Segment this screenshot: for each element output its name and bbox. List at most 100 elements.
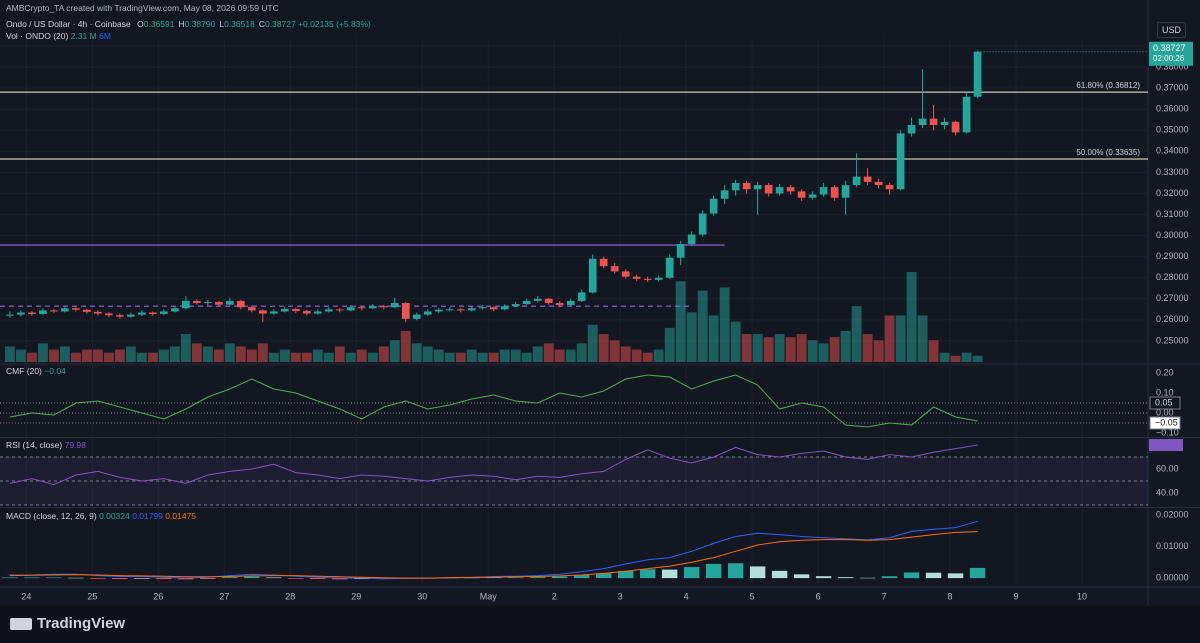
volume-bar bbox=[653, 349, 664, 362]
candle-body bbox=[533, 298, 542, 301]
x-tick-label: 2 bbox=[552, 591, 557, 601]
candle-body bbox=[39, 310, 47, 314]
x-tick-label: 10 bbox=[1077, 591, 1087, 601]
macd-hist bbox=[727, 563, 744, 579]
volume-bar bbox=[367, 352, 378, 362]
volume-bar bbox=[642, 352, 653, 362]
cmf-line bbox=[9, 374, 978, 428]
macd-hist bbox=[112, 578, 128, 580]
candle-body bbox=[192, 300, 201, 304]
candle-body bbox=[786, 187, 795, 192]
macd-hist bbox=[859, 577, 876, 579]
candle-body bbox=[456, 309, 465, 311]
y-tick-label: 0.26000 bbox=[1156, 314, 1189, 324]
ohlc-part: O bbox=[137, 19, 144, 29]
candle-body bbox=[390, 303, 399, 308]
macd-hist bbox=[793, 574, 810, 579]
legend-main: Ondo / US Dollar · 4h · Coinbase O0.3659… bbox=[6, 19, 371, 29]
volume-bar bbox=[147, 352, 158, 362]
macd-hist bbox=[310, 578, 326, 580]
volume-bar bbox=[576, 343, 587, 362]
macd-hist bbox=[881, 576, 898, 579]
volume-bar bbox=[136, 352, 147, 362]
volume-bar bbox=[103, 352, 114, 362]
volume-bar bbox=[312, 349, 323, 362]
macd-hist bbox=[925, 572, 942, 579]
candle-body bbox=[610, 266, 619, 272]
volume-bar bbox=[807, 340, 818, 362]
macd-hist bbox=[947, 573, 964, 579]
candle-body bbox=[72, 308, 80, 310]
macd-hist bbox=[552, 576, 568, 579]
candle-body bbox=[247, 307, 256, 311]
y-tick-label: 60.00 bbox=[1156, 463, 1179, 473]
volume-bar bbox=[884, 315, 895, 362]
candle-body bbox=[6, 314, 14, 316]
macd-title: MACD (close, 12, 26, 9) bbox=[6, 511, 97, 521]
macd-hist bbox=[200, 578, 216, 579]
candle-body bbox=[105, 313, 113, 316]
rsi-line bbox=[9, 444, 978, 486]
candle-body bbox=[423, 311, 432, 315]
candle-body bbox=[280, 308, 289, 312]
vol-title: Vol · ONDO (20) bbox=[6, 31, 69, 41]
volume-bar bbox=[499, 349, 510, 362]
candle-body bbox=[500, 306, 509, 310]
volume-bar bbox=[15, 349, 26, 362]
candle-body bbox=[841, 185, 850, 198]
macd-hist bbox=[156, 578, 172, 580]
volume-bar bbox=[972, 355, 983, 362]
logo: TradingView bbox=[10, 615, 125, 632]
volume-bar bbox=[796, 334, 807, 362]
candle-body bbox=[181, 300, 190, 309]
volume-bar bbox=[268, 352, 279, 362]
candle-body bbox=[962, 96, 971, 133]
volume-bar bbox=[191, 343, 202, 362]
volume-bar bbox=[180, 334, 191, 362]
rsi-title: RSI (14, close) bbox=[6, 440, 63, 450]
ohlc-part: H bbox=[178, 19, 185, 29]
logo-icon bbox=[10, 618, 32, 631]
cmf-title: CMF (20) bbox=[6, 366, 42, 376]
candle-body bbox=[335, 309, 344, 311]
candle-body bbox=[720, 190, 729, 199]
macd-hist bbox=[332, 578, 348, 580]
currency[interactable]: USD bbox=[1157, 22, 1187, 38]
y-tick-label: 0.30000 bbox=[1156, 230, 1189, 240]
candle-body bbox=[665, 257, 674, 278]
candle-body bbox=[852, 176, 861, 186]
volume-bar bbox=[697, 290, 708, 362]
candle-body bbox=[434, 309, 443, 312]
volume-bar bbox=[488, 352, 499, 362]
candle-body bbox=[643, 278, 652, 280]
candle-body bbox=[918, 118, 927, 126]
candle-body bbox=[236, 300, 245, 308]
volume-bar bbox=[719, 287, 730, 362]
y-tick-label: 0.33000 bbox=[1156, 167, 1189, 177]
candle-body bbox=[742, 182, 751, 190]
macd-hist bbox=[24, 577, 40, 579]
volume-bar bbox=[708, 315, 719, 362]
legend-macd: MACD (close, 12, 26, 9) 0.00324 0.01799 … bbox=[6, 511, 196, 521]
volume-bar bbox=[466, 349, 477, 362]
macd-hist-last: 0.00324 bbox=[99, 511, 130, 521]
volume-bar bbox=[510, 349, 521, 362]
x-tick-label: 27 bbox=[219, 591, 229, 601]
x-tick-label: 26 bbox=[153, 591, 163, 601]
candle-body bbox=[830, 187, 839, 198]
candle-body bbox=[951, 121, 960, 133]
candle-body bbox=[819, 187, 828, 195]
x-tick-label: 4 bbox=[684, 591, 689, 601]
volume-bar bbox=[620, 346, 631, 362]
macd-hist bbox=[288, 578, 304, 579]
candle-body bbox=[127, 314, 135, 317]
candle-body bbox=[764, 185, 773, 194]
volume-bar bbox=[37, 343, 48, 362]
volume-bar bbox=[851, 306, 862, 362]
volume-bar bbox=[59, 346, 70, 362]
candle-body bbox=[258, 310, 267, 314]
candle-body bbox=[566, 300, 575, 306]
volume-bar bbox=[785, 337, 796, 362]
y-tick-label: 0.01000 bbox=[1156, 541, 1189, 551]
legend-vol: Vol · ONDO (20) 2.31 M 6M bbox=[6, 31, 111, 41]
